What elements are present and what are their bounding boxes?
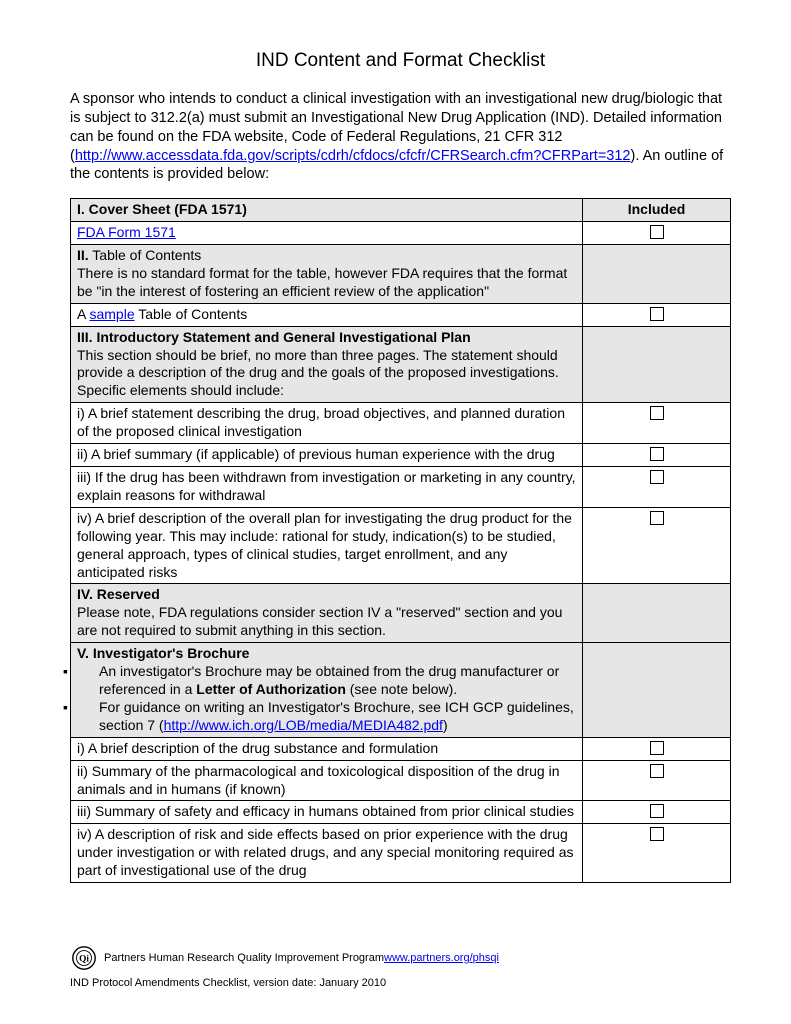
- fda-form-cell: FDA Form 1571: [71, 222, 583, 245]
- check-cell: [583, 507, 731, 584]
- ich-link[interactable]: http://www.ich.org/LOB/media/MEDIA482.pd…: [164, 717, 443, 733]
- cfr-link[interactable]: http://www.accessdata.fda.gov/scripts/cd…: [75, 148, 631, 164]
- item-3-ii: ii) A brief summary (if applicable) of p…: [71, 444, 583, 467]
- table-row: iv) A brief description of the overall p…: [71, 507, 731, 584]
- section-2-body: There is no standard format for the tabl…: [77, 265, 567, 299]
- table-row: ii) A brief summary (if applicable) of p…: [71, 444, 731, 467]
- checkbox-icon[interactable]: [650, 406, 664, 420]
- footer-text-1: Partners Human Research Quality Improvem…: [104, 952, 384, 964]
- empty-cell: [583, 326, 731, 403]
- table-row: FDA Form 1571: [71, 222, 731, 245]
- table-row: i) A brief statement describing the drug…: [71, 403, 731, 444]
- sample-post: Table of Contents: [135, 306, 248, 322]
- table-row: i) A brief description of the drug subst…: [71, 737, 731, 760]
- table-row: iii) If the drug has been withdrawn from…: [71, 467, 731, 508]
- partners-link[interactable]: www.partners.org/phsqi: [384, 952, 499, 964]
- check-cell: [583, 403, 731, 444]
- checkbox-icon[interactable]: [650, 511, 664, 525]
- section-3-title: III. Introductory Statement and General …: [77, 329, 471, 345]
- page-title: IND Content and Format Checklist: [70, 50, 731, 72]
- checkbox-icon[interactable]: [650, 307, 664, 321]
- check-cell: [583, 467, 731, 508]
- section-3-cell: III. Introductory Statement and General …: [71, 326, 583, 403]
- intro-paragraph: A sponsor who intends to conduct a clini…: [70, 90, 731, 184]
- bullet-1: ▪An investigator's Brochure may be obtai…: [77, 663, 576, 699]
- section-5-title: V. Investigator's Brochure: [77, 645, 249, 661]
- empty-cell: [583, 245, 731, 304]
- table-row: III. Introductory Statement and General …: [71, 326, 731, 403]
- section-4-cell: IV. Reserved Please note, FDA regulation…: [71, 584, 583, 643]
- header-right: Included: [583, 199, 731, 222]
- item-5-i: i) A brief description of the drug subst…: [71, 737, 583, 760]
- b1-post: (see note below).: [346, 681, 457, 697]
- checkbox-icon[interactable]: [650, 827, 664, 841]
- checkbox-icon[interactable]: [650, 470, 664, 484]
- checkbox-icon[interactable]: [650, 225, 664, 239]
- table-row: A sample Table of Contents: [71, 303, 731, 326]
- section-2-title: Table of Contents: [89, 247, 202, 263]
- item-3-i: i) A brief statement describing the drug…: [71, 403, 583, 444]
- section-2-num: II.: [77, 247, 89, 263]
- table-row: iv) A description of risk and side effec…: [71, 824, 731, 883]
- check-cell: [583, 737, 731, 760]
- item-3-iv: iv) A brief description of the overall p…: [71, 507, 583, 584]
- bullet-icon: ▪: [81, 663, 99, 681]
- checklist-table: I. Cover Sheet (FDA 1571) Included FDA F…: [70, 198, 731, 883]
- section-5-cell: V. Investigator's Brochure ▪An investiga…: [71, 643, 583, 738]
- empty-cell: [583, 584, 731, 643]
- check-cell: [583, 824, 731, 883]
- footer-line-1: Qi Partners Human Research Quality Impro…: [70, 944, 731, 972]
- footer-line-2: IND Protocol Amendments Checklist, versi…: [70, 977, 731, 989]
- b2-post: ): [443, 717, 448, 733]
- table-row: II. Table of Contents There is no standa…: [71, 245, 731, 304]
- section-4-title: IV. Reserved: [77, 586, 160, 602]
- section-3-body: This section should be brief, no more th…: [77, 347, 559, 399]
- check-cell: [583, 760, 731, 801]
- check-cell: [583, 222, 731, 245]
- checkbox-icon[interactable]: [650, 447, 664, 461]
- table-row: ii) Summary of the pharmacological and t…: [71, 760, 731, 801]
- checkbox-icon[interactable]: [650, 741, 664, 755]
- partners-logo-icon: Qi: [70, 944, 98, 972]
- table-header-row: I. Cover Sheet (FDA 1571) Included: [71, 199, 731, 222]
- fda-form-link[interactable]: FDA Form 1571: [77, 224, 176, 240]
- section-2-cell: II. Table of Contents There is no standa…: [71, 245, 583, 304]
- b1-bold: Letter of Authorization: [196, 681, 346, 697]
- empty-cell: [583, 643, 731, 738]
- table-row: iii) Summary of safety and efficacy in h…: [71, 801, 731, 824]
- sample-link[interactable]: sample: [89, 306, 134, 322]
- item-3-iii: iii) If the drug has been withdrawn from…: [71, 467, 583, 508]
- bullet-icon: ▪: [81, 699, 99, 717]
- table-row: V. Investigator's Brochure ▪An investiga…: [71, 643, 731, 738]
- checkbox-icon[interactable]: [650, 804, 664, 818]
- check-cell: [583, 444, 731, 467]
- page-footer: Qi Partners Human Research Quality Impro…: [70, 944, 731, 989]
- sample-toc-cell: A sample Table of Contents: [71, 303, 583, 326]
- table-row: IV. Reserved Please note, FDA regulation…: [71, 584, 731, 643]
- document-page: IND Content and Format Checklist A spons…: [0, 0, 791, 1024]
- checkbox-icon[interactable]: [650, 764, 664, 778]
- check-cell: [583, 801, 731, 824]
- section-4-body: Please note, FDA regulations consider se…: [77, 604, 562, 638]
- item-5-iv: iv) A description of risk and side effec…: [71, 824, 583, 883]
- svg-text:Qi: Qi: [79, 955, 89, 965]
- header-left: I. Cover Sheet (FDA 1571): [71, 199, 583, 222]
- sample-pre: A: [77, 306, 89, 322]
- check-cell: [583, 303, 731, 326]
- item-5-iii: iii) Summary of safety and efficacy in h…: [71, 801, 583, 824]
- bullet-2: ▪For guidance on writing an Investigator…: [77, 699, 576, 735]
- item-5-ii: ii) Summary of the pharmacological and t…: [71, 760, 583, 801]
